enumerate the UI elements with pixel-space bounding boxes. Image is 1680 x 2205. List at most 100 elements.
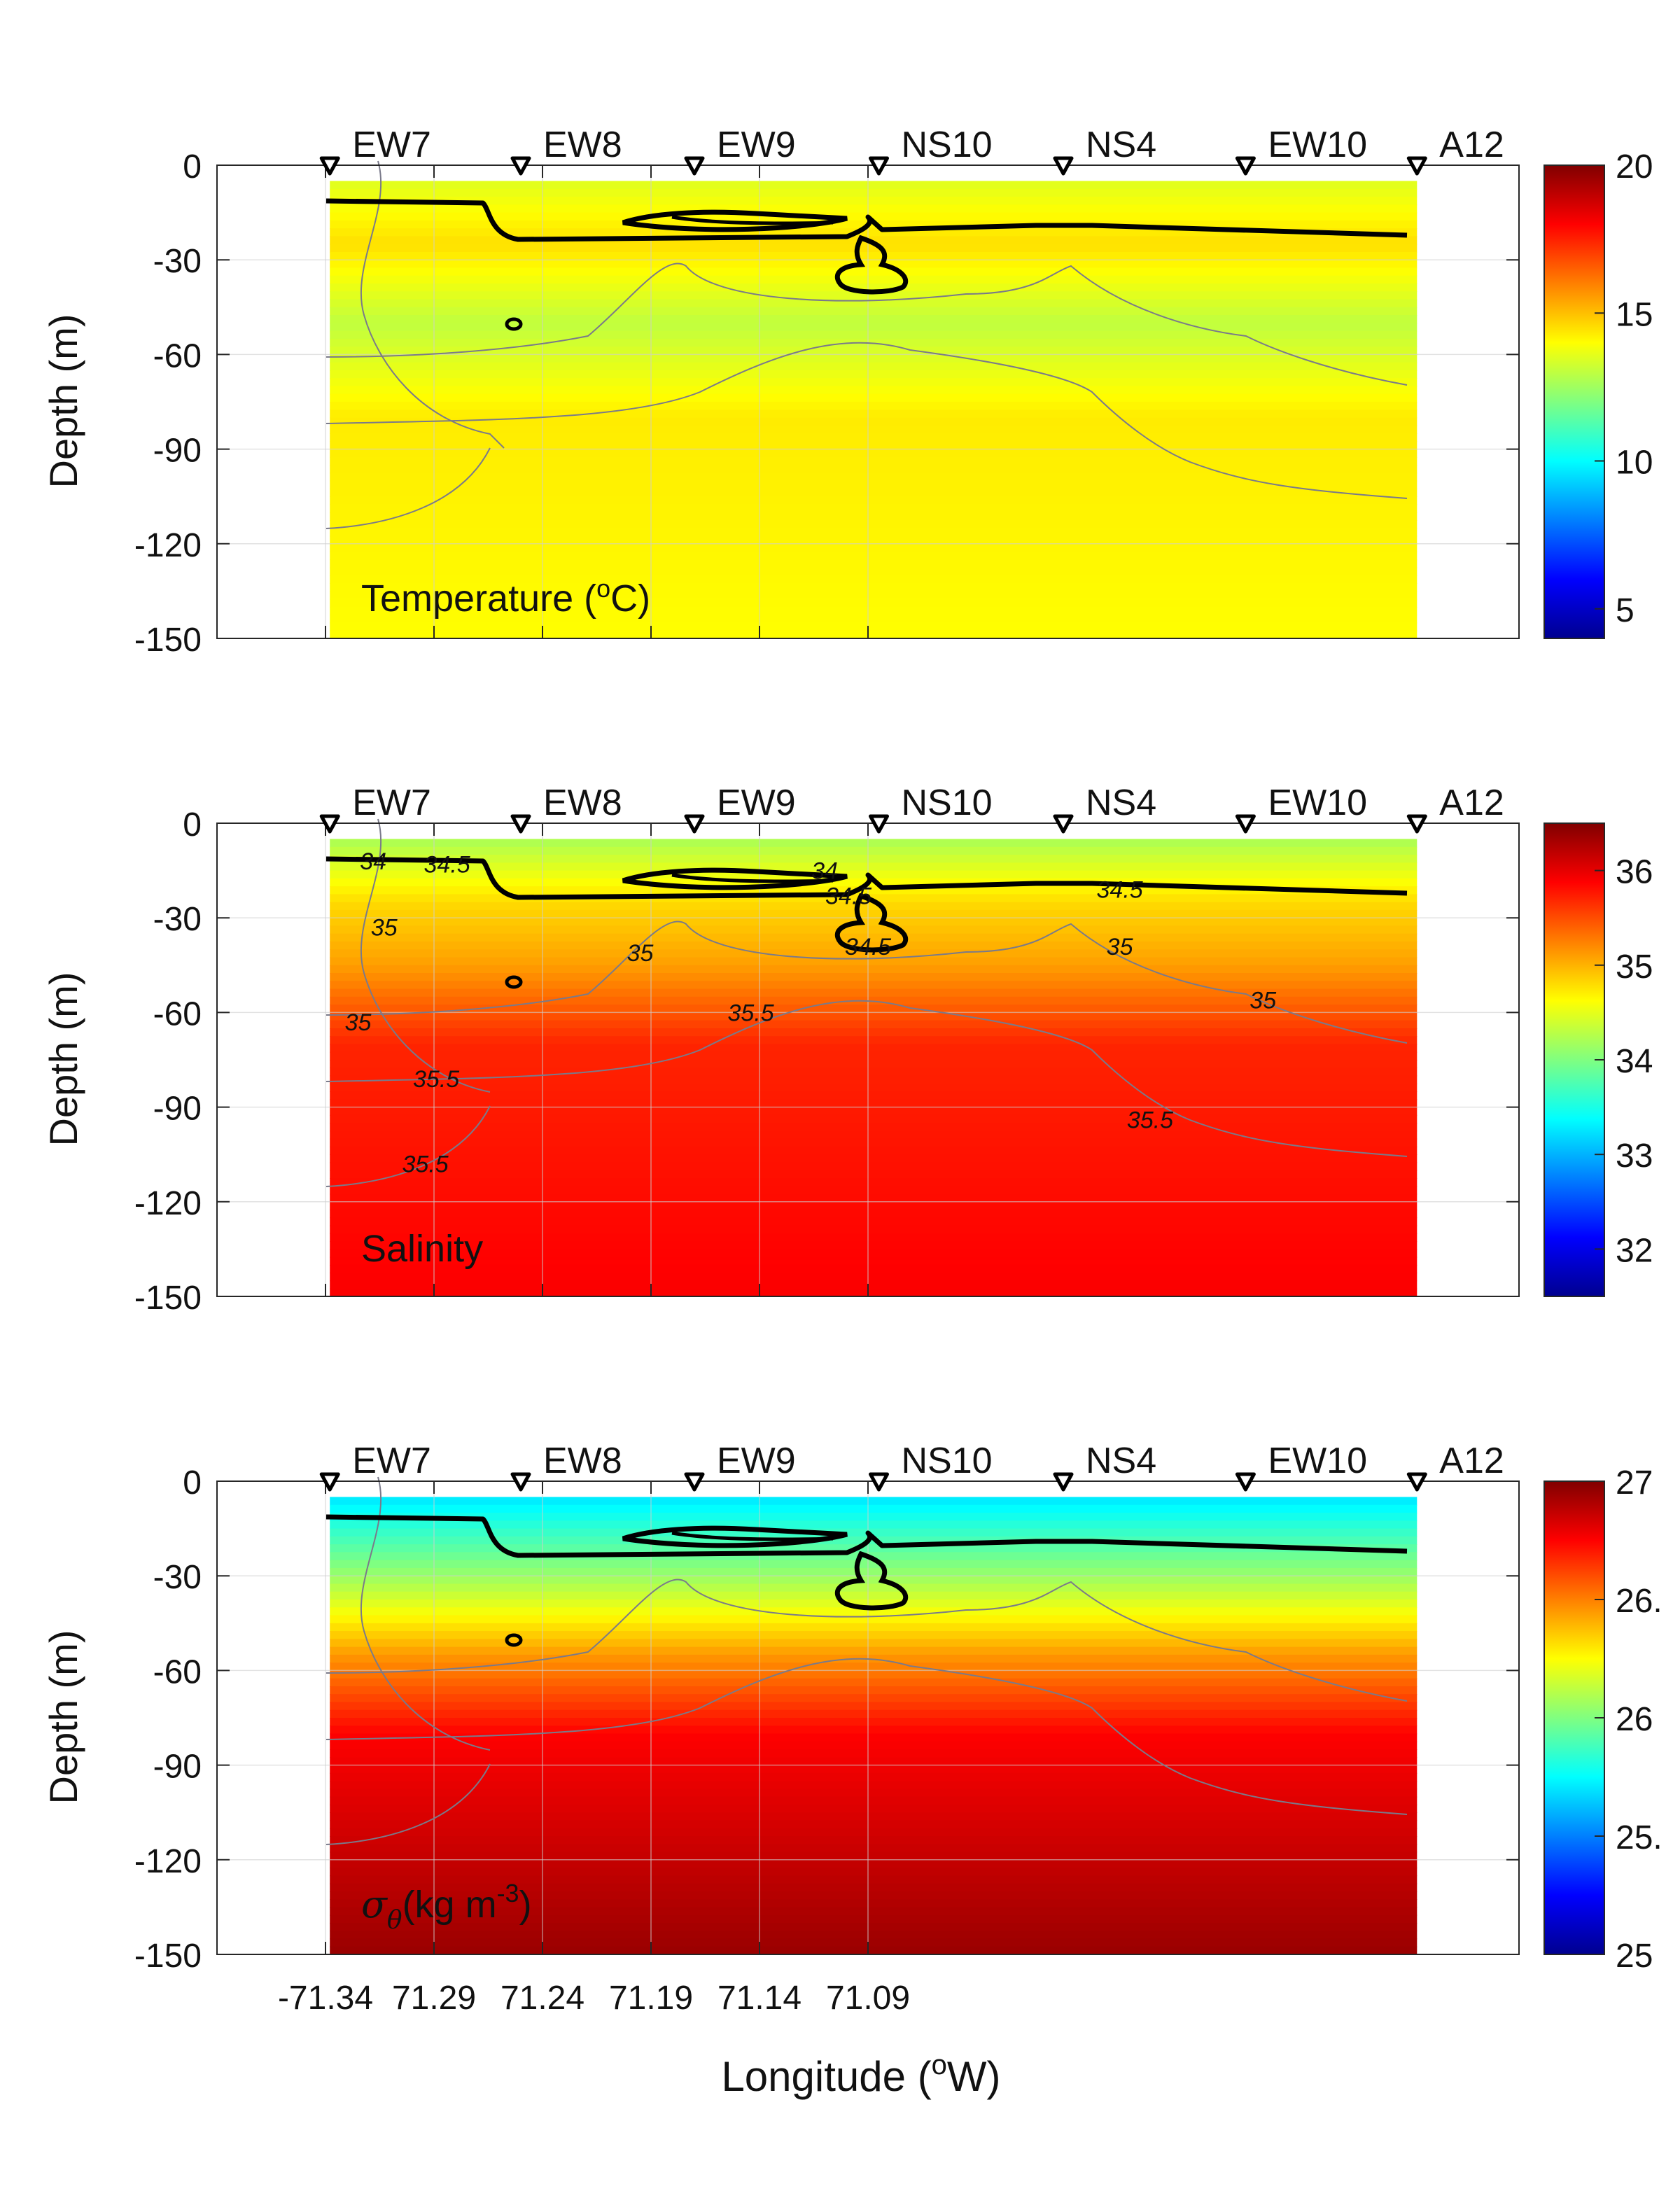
colorbar-tick-label: 33 bbox=[1616, 1138, 1653, 1175]
heatmap-cell-row bbox=[330, 1256, 1418, 1266]
heatmap-cell-row bbox=[330, 1186, 1418, 1195]
heatmap-cell-row bbox=[330, 1702, 1418, 1711]
heatmap-cell-row bbox=[330, 393, 1418, 402]
heatmap-cell-row bbox=[330, 886, 1418, 895]
heatmap-cell-row bbox=[330, 1694, 1418, 1703]
colorbar-tick-label: 26. bbox=[1616, 1583, 1662, 1620]
station-triangle-icon bbox=[1406, 1472, 1427, 1492]
heatmap-cell-row bbox=[330, 1851, 1418, 1861]
colorbar-tick-label: 26 bbox=[1616, 1701, 1653, 1738]
heatmap-cell-row bbox=[330, 425, 1418, 434]
station-marker: EW9 bbox=[684, 1441, 796, 1492]
heatmap-cell-row bbox=[330, 536, 1418, 545]
heatmap-cell-row bbox=[330, 362, 1418, 371]
heatmap-cell-row bbox=[330, 378, 1418, 387]
temperature-panel-label: Temperature (oC) bbox=[361, 574, 650, 620]
station-triangle-icon bbox=[1406, 156, 1427, 176]
colorbar-fill bbox=[1544, 1480, 1605, 1955]
contour-label: 35 bbox=[371, 915, 398, 941]
heatmap-cell-row bbox=[330, 1130, 1418, 1140]
density-panel-label: σθ(kg m-3) bbox=[361, 1879, 532, 1935]
heatmap-cell-row bbox=[330, 1241, 1418, 1250]
heatmap-cell-row bbox=[330, 1836, 1418, 1845]
station-marker: A12 bbox=[1406, 1441, 1504, 1492]
heatmap-cell-row bbox=[330, 1146, 1418, 1155]
heatmap-cell-row bbox=[330, 496, 1418, 505]
station-label: EW9 bbox=[717, 1441, 796, 1481]
colorbar-tick-label: 25 bbox=[1616, 1938, 1653, 1975]
temperature-mixed-layer bbox=[326, 198, 1408, 331]
station-marker: EW9 bbox=[684, 125, 796, 176]
heatmap-cell-row bbox=[330, 456, 1418, 465]
heatmap-cell-row bbox=[330, 973, 1418, 982]
mixed-layer-lens-inner bbox=[671, 1531, 834, 1541]
heatmap-cell-row bbox=[330, 323, 1418, 332]
heatmap-cell-row bbox=[330, 346, 1418, 356]
station-marker: NS10 bbox=[869, 783, 993, 834]
station-marker: EW8 bbox=[510, 1441, 622, 1492]
heatmap-cell-row bbox=[330, 260, 1418, 269]
salinity-isolines bbox=[326, 818, 1408, 1187]
station-label: NS10 bbox=[902, 125, 993, 165]
salinity-mixed-layer bbox=[326, 856, 1408, 989]
station-marker: EW10 bbox=[1235, 1441, 1367, 1492]
station-label: EW8 bbox=[543, 783, 622, 823]
heatmap-cell-row bbox=[330, 965, 1418, 974]
x-axis-label: Longitude (oW) bbox=[721, 2050, 1000, 2100]
heatmap-cell-row bbox=[330, 1891, 1418, 1900]
y-tick-label: 0 bbox=[183, 806, 202, 844]
x-tick-label: 71.09 bbox=[826, 1980, 910, 2017]
station-triangle-icon bbox=[319, 814, 340, 834]
heatmap-cell-row bbox=[330, 1781, 1418, 1790]
station-label: EW10 bbox=[1268, 783, 1367, 823]
y-tick-label: -150 bbox=[134, 1938, 202, 1975]
heatmap-cell-row bbox=[330, 1051, 1418, 1060]
station-triangle-icon bbox=[1053, 1472, 1074, 1492]
heatmap-cell-row bbox=[330, 1607, 1418, 1616]
heatmap-cell-row bbox=[330, 981, 1418, 990]
panel-salinity: 34 34.5353535.535.53434.534.53535.534.535… bbox=[41, 783, 1653, 1317]
heatmap-cell-row bbox=[330, 1615, 1418, 1624]
station-marker: EW10 bbox=[1235, 783, 1367, 834]
heatmap-cell-row bbox=[330, 1749, 1418, 1758]
station-marker: A12 bbox=[1406, 783, 1504, 834]
heatmap-cell-row bbox=[330, 1288, 1418, 1297]
mixed-layer-lens bbox=[622, 209, 848, 232]
colorbar-tick-label: 27 bbox=[1616, 1464, 1653, 1502]
station-marker: NS4 bbox=[1053, 783, 1156, 834]
heatmap-cell-row bbox=[330, 1788, 1418, 1798]
salinity-stations: EW7 EW8 EW9 NS10 NS4 EW10 A12 bbox=[319, 783, 1504, 834]
temperature-colorbar: 5 10 15 20 bbox=[1544, 148, 1653, 639]
heatmap-cell-row bbox=[330, 870, 1418, 879]
heatmap-cell-row bbox=[330, 1733, 1418, 1742]
salinity-axes: 0 -30 -60 -90 -120 -150 bbox=[134, 806, 1520, 1317]
contour-label: 34 bbox=[811, 858, 838, 885]
mixed-layer-lens-inner bbox=[671, 873, 834, 883]
heatmap-cell-row bbox=[330, 1726, 1418, 1735]
station-marker: NS10 bbox=[869, 1441, 993, 1492]
heatmap-cell-row bbox=[330, 909, 1418, 918]
heatmap-cell-row bbox=[330, 1646, 1418, 1656]
heatmap-cell-row bbox=[330, 855, 1418, 864]
mixed-layer-depth-line bbox=[326, 1514, 1408, 1558]
station-marker: NS4 bbox=[1053, 1441, 1156, 1492]
heatmap-cell-row bbox=[330, 1820, 1418, 1829]
heatmap-cell-row bbox=[330, 591, 1418, 600]
y-tick-label: -120 bbox=[134, 1185, 202, 1222]
colorbar-tick-label: 32 bbox=[1616, 1232, 1653, 1269]
station-triangle-icon bbox=[869, 814, 889, 834]
heatmap-cell-row bbox=[330, 1718, 1418, 1727]
contour-label: 35.5 bbox=[728, 1000, 774, 1026]
gray-contour bbox=[326, 447, 491, 529]
heatmap-cell-row bbox=[330, 1201, 1418, 1210]
heatmap-cell-row bbox=[330, 1804, 1418, 1813]
heatmap-cell-row bbox=[330, 1138, 1418, 1147]
mixed-layer-dot bbox=[505, 1633, 523, 1647]
mixed-layer-lens bbox=[622, 1525, 848, 1548]
mixed-layer-lens bbox=[622, 867, 848, 890]
heatmap-cell-row bbox=[330, 1639, 1418, 1648]
heatmap-cell-row bbox=[330, 1883, 1418, 1892]
heatmap-cell-row bbox=[330, 512, 1418, 521]
colorbar-tick-label: 34 bbox=[1616, 1043, 1653, 1080]
heatmap-cell-row bbox=[330, 1828, 1418, 1837]
